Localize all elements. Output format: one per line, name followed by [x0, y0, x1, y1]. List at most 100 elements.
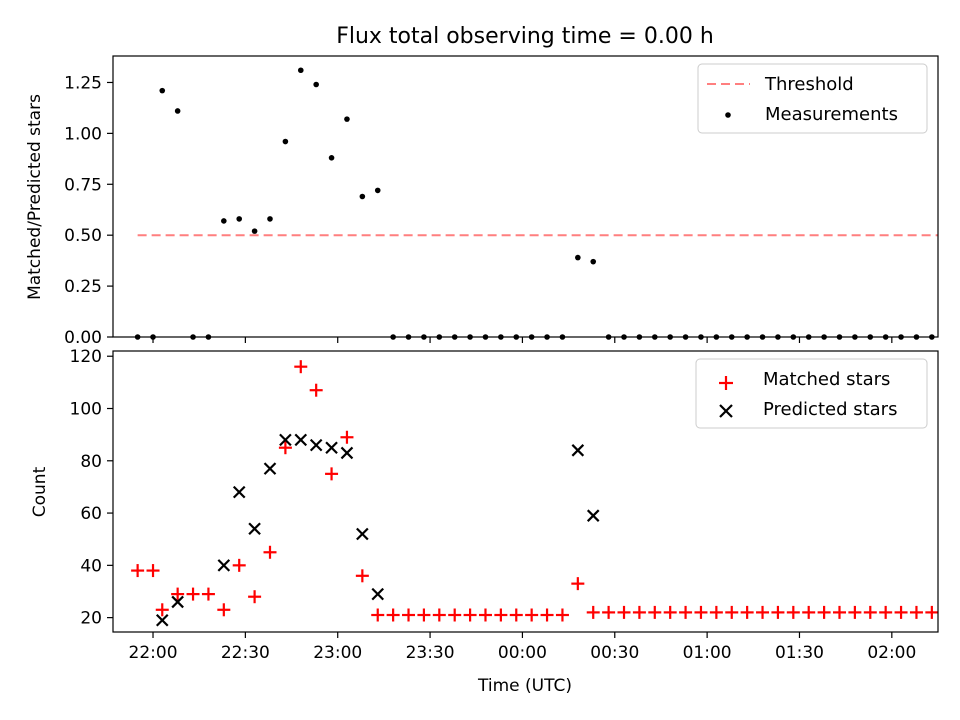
matched-stars-point: [478, 608, 492, 622]
predicted-stars-point: [309, 438, 323, 452]
measurement-point: [159, 87, 166, 94]
predicted-stars-point: [371, 587, 385, 601]
matched-stars-point: [217, 603, 231, 617]
bottom-x-tick-label: 22:30: [221, 643, 270, 663]
top-y-tick-label: 0.50: [64, 226, 102, 246]
predicted-stars-point: [155, 613, 169, 627]
matched-stars-point: [602, 605, 616, 619]
matched-stars-point: [402, 608, 416, 622]
measurement-point: [267, 216, 273, 222]
measurement-point: [174, 108, 181, 114]
predicted-stars-point: [248, 522, 261, 536]
matched-stars-point: [571, 577, 585, 591]
predicted-stars-point: [232, 485, 246, 499]
measurement-point: [282, 138, 289, 145]
predicted-stars-point: [571, 444, 585, 457]
predicted-stars-point: [340, 446, 354, 460]
matched-stars-point: [648, 605, 662, 619]
matched-stars-point: [155, 603, 169, 617]
bottom-x-tick-label: 23:30: [406, 643, 455, 663]
bottom-x-axis-label: Time (UTC): [477, 676, 572, 696]
matched-stars-point: [232, 558, 246, 572]
matched-stars-point: [386, 608, 400, 622]
matched-stars-point: [725, 605, 739, 619]
measurement-point: [575, 254, 581, 261]
matched-stars-point: [448, 608, 462, 622]
matched-stars-point: [555, 608, 569, 622]
bottom-axes-frame: [112, 350, 939, 633]
matched-stars-point: [494, 608, 508, 622]
top-chart-title: Flux total observing time = 0.00 h: [336, 24, 714, 49]
predicted-stars-point: [356, 527, 369, 541]
matched-stars-point: [540, 608, 554, 622]
bottom-x-tick-label: 02:00: [867, 643, 916, 663]
bottom-legend: Matched stars Predicted stars: [695, 358, 928, 429]
matched-stars-legend-label: Matched stars: [763, 369, 890, 390]
bottom-x-axis: 22:00 22:30 23:00 23:30 00:00 00:30 01:00 01:30…: [129, 632, 916, 663]
matched-stars-point: [146, 564, 160, 578]
matched-stars-point: [756, 605, 770, 619]
matched-stars-point: [340, 430, 354, 444]
bottom-plot-area: [131, 360, 939, 627]
matched-stars-point: [848, 605, 862, 619]
measurement-point: [328, 155, 335, 161]
measurement-point: [313, 81, 319, 88]
top-y-tick-label: 0.25: [64, 277, 102, 297]
top-x-axis-ticks: [152, 337, 893, 343]
matched-stars-point: [509, 608, 523, 622]
bottom-y-tick-label: 100: [70, 400, 102, 420]
predicted-stars-point: [263, 462, 277, 475]
matched-stars-point: [740, 605, 754, 619]
measurement-point: [344, 116, 350, 122]
top-legend-box: [697, 63, 928, 134]
matched-stars-legend-swatch: [719, 376, 733, 390]
bottom-x-tick-label: 01:00: [683, 643, 732, 663]
top-y-tick-label: 0.00: [64, 328, 102, 348]
predicted-stars-point: [171, 595, 184, 609]
matched-stars-point: [586, 605, 600, 619]
bottom-y-tick-label: 80: [80, 452, 102, 472]
bottom-x-tick-label: 00:00: [498, 643, 547, 663]
bottom-y-tick-label: 20: [80, 609, 102, 629]
top-y-axis-label: Matched/Predicted stars: [25, 94, 45, 300]
matched-stars-point: [632, 605, 646, 619]
bottom-y-axis-label: Count: [30, 466, 50, 517]
matched-stars-point: [617, 605, 631, 619]
matched-stars-point: [131, 564, 145, 578]
matched-stars-point: [371, 608, 385, 622]
predicted-stars-point: [279, 433, 292, 447]
matched-stars-point: [309, 383, 323, 397]
measurement-point: [359, 193, 366, 200]
matched-stars-point: [694, 605, 708, 619]
matched-stars-point: [863, 605, 877, 619]
measurement-point: [374, 187, 381, 194]
bottom-y-axis: 20 40 60 80 100 120: [70, 347, 113, 629]
top-legend: Threshold Measurements: [697, 63, 928, 134]
bottom-x-tick-label: 22:00: [129, 643, 178, 663]
measurement-point: [251, 228, 258, 234]
matched-stars-point: [186, 587, 200, 601]
bottom-y-tick-label: 40: [80, 556, 102, 576]
predicted-stars-point: [294, 433, 308, 447]
top-y-axis: 0.00 0.25 0.50 0.75 1.00 1.25: [64, 73, 113, 348]
bottom-y-tick-label: 60: [80, 504, 102, 524]
matched-stars-point: [879, 605, 893, 619]
matched-stars-point: [278, 441, 292, 455]
matched-stars-point: [525, 608, 539, 622]
top-axes-frame: [112, 55, 939, 338]
bottom-legend-box: [695, 358, 928, 429]
measurement-point: [297, 67, 304, 74]
matched-stars-point: [832, 605, 846, 619]
matched-stars-point: [771, 605, 785, 619]
matched-stars-point: [171, 587, 185, 601]
bottom-x-tick-label: 00:30: [590, 643, 639, 663]
matched-stars-point: [802, 605, 816, 619]
top-y-tick-label: 0.75: [64, 175, 102, 195]
bottom-y-tick-label: 120: [70, 347, 102, 367]
measurement-point: [590, 258, 597, 265]
matched-stars-point: [894, 605, 908, 619]
matched-stars-point: [817, 605, 831, 619]
matched-stars-point: [663, 605, 677, 619]
matched-stars-point: [294, 360, 308, 374]
